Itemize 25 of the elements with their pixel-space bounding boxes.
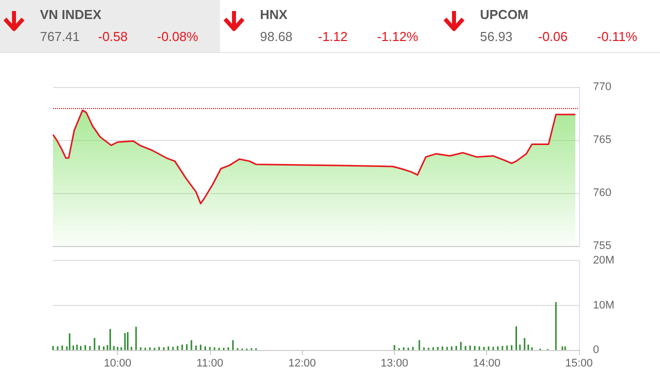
y-tick-label: 0 — [593, 344, 600, 356]
x-tick-label: 15:00 — [565, 358, 593, 370]
x-tick-label: 12:00 — [288, 358, 316, 370]
x-tick-label: 14:00 — [472, 358, 500, 370]
y-tick-label: 760 — [593, 187, 612, 199]
text: -0.58 — [98, 29, 128, 44]
y-tick-label: 20M — [593, 254, 614, 266]
data-label: 98.68 — [260, 29, 293, 44]
category-label: HNX — [260, 7, 288, 22]
data-label: 767.41 — [40, 29, 80, 44]
x-tick-label: 11:00 — [196, 358, 224, 370]
text: -0.08% — [157, 29, 198, 44]
y-tick-label: 770 — [593, 81, 612, 93]
text: -1.12 — [318, 29, 348, 44]
category-label: VN INDEX — [40, 7, 102, 22]
x-tick-label: 13:00 — [380, 358, 408, 370]
y-tick-label: 755 — [593, 240, 612, 252]
text: -0.06 — [538, 29, 568, 44]
data-label: 56.93 — [480, 29, 513, 44]
category-label: UPCOM — [480, 7, 528, 22]
text: -1.12% — [377, 29, 418, 44]
text: -0.11% — [597, 29, 638, 44]
y-tick-label: 765 — [593, 134, 612, 146]
y-tick-label: 10M — [593, 299, 614, 312]
x-tick-label: 10:00 — [104, 358, 132, 370]
